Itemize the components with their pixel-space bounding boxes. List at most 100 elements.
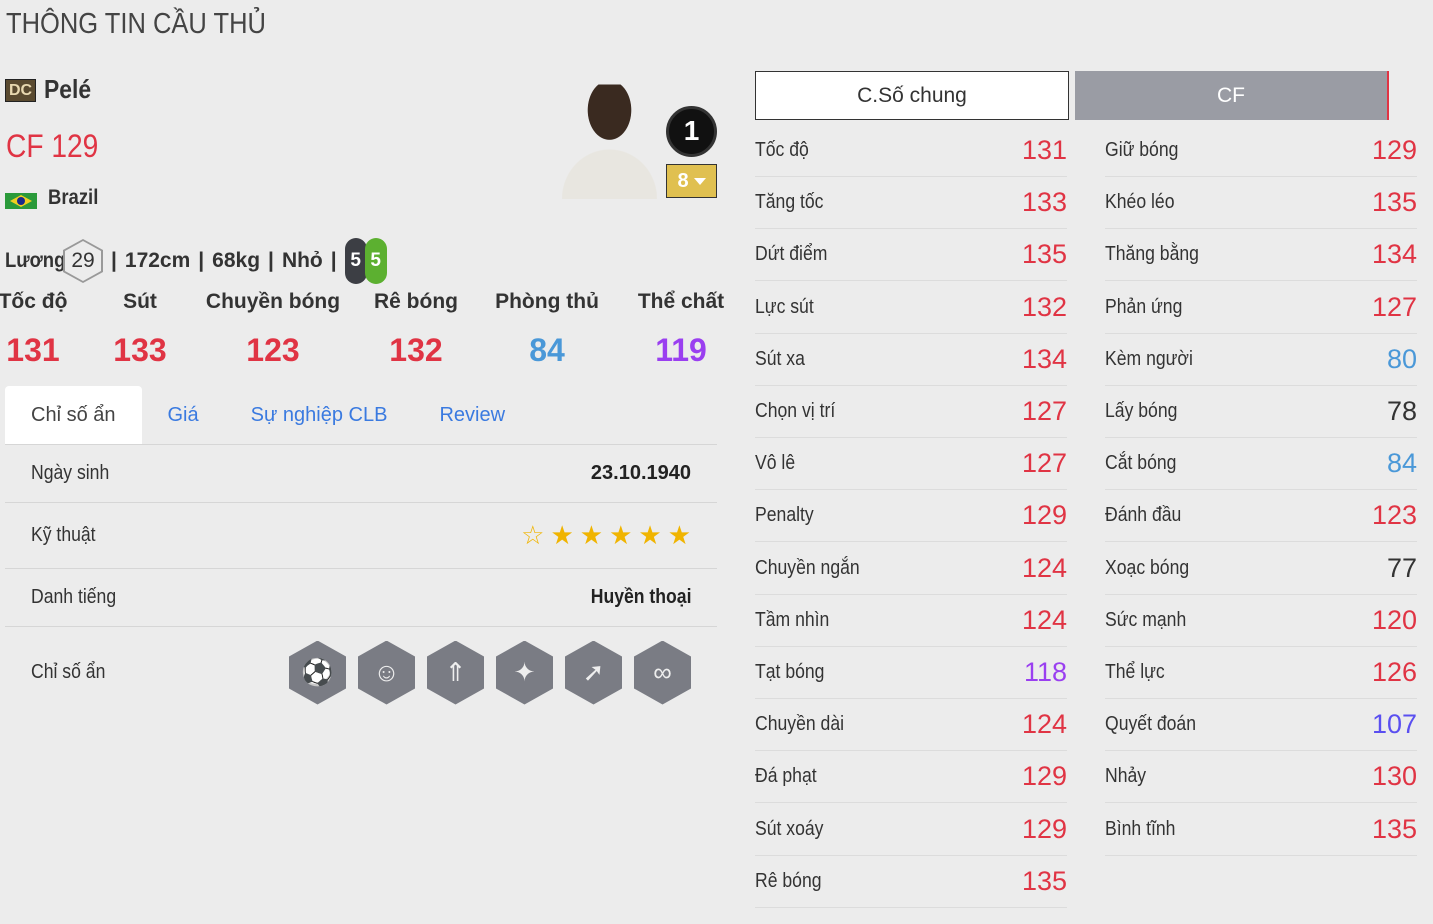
player-photo [562,72,657,199]
upgrade-level-select[interactable]: 8 [666,164,717,198]
star-empty-icon: ☆ [521,520,545,550]
main-stat-value: 132 [389,332,443,368]
stat-label: Dứt điểm [755,243,828,266]
stat-row: Lấy bóng 78 [1105,386,1417,438]
traits-row: Chỉ số ẩn ⚽ ☺ ⇑ ✦ ➚ ∞ [5,626,717,718]
stat-label: Quyết đoán [1105,713,1197,736]
stat-row: Kèm người 80 [1105,334,1417,386]
stat-label: Xoạc bóng [1105,556,1190,579]
star-filled-icon: ★ [609,520,633,550]
main-stat-label: Sút [123,290,157,313]
stat-row: Chuyền dài 124 [755,699,1067,752]
general-stats-button[interactable]: C.Số chung [755,71,1069,120]
stat-label: Bình tĩnh [1105,817,1176,840]
stat-row: Sức mạnh 120 [1105,595,1417,647]
outside-foot-icon[interactable]: ➚ [565,640,622,705]
stat-value: 135 [1021,239,1067,270]
stat-row: Sút xoáy 129 [755,804,1067,856]
stat-label: Kèm người [1105,347,1193,370]
stat-row: Chuyền ngắn 124 [755,543,1067,595]
salary-hex: 29 [63,239,103,283]
tab-review[interactable]: Review [439,403,506,426]
stat-label: Sút xoáy [755,817,824,840]
stat-row: Dứt điểm 135 [755,229,1067,282]
stat-value: 80 [1386,343,1417,374]
stat-row: Cắt bóng 84 [1105,438,1417,491]
stat-label: Penalty [755,504,814,527]
star-filled-icon: ★ [579,520,604,550]
right-foot-icon: 5 [364,238,387,284]
position-stats-button[interactable]: CF [1075,71,1389,120]
stat-label: Sức mạnh [1105,608,1187,631]
birth-value: 23.10.1940 [590,462,691,484]
finesse-shot-icon[interactable]: ⚽ [289,640,346,705]
main-stat: Phòng thủ 84 [477,290,617,369]
player-name: Pelé [44,74,92,104]
stat-row: Tăng tốc 133 [755,177,1067,230]
stat-value: 124 [1021,709,1067,740]
stat-row: Giữ bóng 129 [1105,125,1417,177]
traits-list: ⚽ ☺ ⇑ ✦ ➚ ∞ [277,640,691,705]
stat-row: Tầm nhìn 124 [755,595,1067,647]
body-type: Nhỏ [281,249,323,272]
stat-value: 127 [1371,291,1417,322]
stat-value: 130 [1371,761,1417,792]
stat-label: Vô lê [755,452,796,475]
stat-value: 129 [1021,761,1067,792]
stat-label: Rê bóng [755,869,822,892]
main-stat-label: Chuyền bóng [205,290,341,313]
stat-row: Rê bóng 135 [755,856,1067,908]
nation: Brazil [48,186,99,209]
tab-price[interactable]: Giá [167,403,199,426]
stat-value: 107 [1371,709,1417,740]
fame-label: Danh tiếng [31,586,117,608]
stat-value: 132 [1021,291,1067,322]
main-stat-value: 123 [246,332,300,368]
stat-row: Chọn vị trí 127 [755,386,1067,438]
flair-icon[interactable]: ☺ [358,640,415,705]
stat-row: Tạt bóng 118 [755,647,1067,699]
power-header-icon[interactable]: ⇑ [427,640,484,705]
speed-dribbler-icon[interactable]: ✦ [496,640,553,705]
stat-label: Thể lực [1105,661,1165,683]
stat-label: Tầm nhìn [755,608,830,631]
playmaker-icon[interactable]: ∞ [634,640,691,705]
stat-value: 84 [1386,448,1417,479]
stat-value: 118 [1023,657,1067,687]
stat-row: Khéo léo 135 [1105,177,1417,230]
stat-label: Giữ bóng [1105,139,1179,161]
stat-label: Chọn vị trí [755,400,836,422]
fame-value: Huyền thoại [590,586,691,608]
stat-row: Tốc độ 131 [755,125,1067,177]
salary-label: Lương [5,249,66,272]
main-stat-value: 133 [113,332,167,368]
stat-value: 129 [1021,813,1067,844]
stat-value: 126 [1371,657,1417,687]
season-badge: DC [5,79,36,102]
stat-label: Khéo léo [1105,191,1175,214]
stat-value: 78 [1386,396,1417,426]
stat-value: 131 [1021,135,1067,165]
main-stat-label: Thể chất [637,290,725,313]
main-stat-value: 131 [6,332,60,368]
skill-label: Kỹ thuật [31,524,96,546]
stat-row: Xoạc bóng 77 [1105,543,1417,595]
tab-club-career[interactable]: Sự nghiệp CLB [250,403,388,426]
skill-row: Kỹ thuật ☆ ★ ★ ★ ★ ★ [5,502,717,568]
main-stat-value: 119 [655,332,707,368]
stat-label: Chuyền ngắn [755,556,860,579]
stat-value: 127 [1021,396,1067,426]
stat-row: Penalty 129 [755,490,1067,543]
stat-value: 123 [1371,500,1417,531]
ovr-badge: 1 [666,106,717,157]
tab-hidden-stats[interactable]: Chỉ số ẩn [5,386,142,444]
main-stat-label: Rê bóng [374,290,458,313]
stat-value: 120 [1371,604,1417,635]
weight: 68kg [212,249,261,272]
star-filled-icon: ★ [667,520,691,550]
main-stat: Rê bóng 132 [346,290,486,369]
stat-label: Phản ứng [1105,295,1183,318]
skill-stars: ☆ ★ ★ ★ ★ ★ [515,520,691,551]
traits-label: Chỉ số ẩn [31,661,106,683]
stat-value: 77 [1386,552,1417,583]
